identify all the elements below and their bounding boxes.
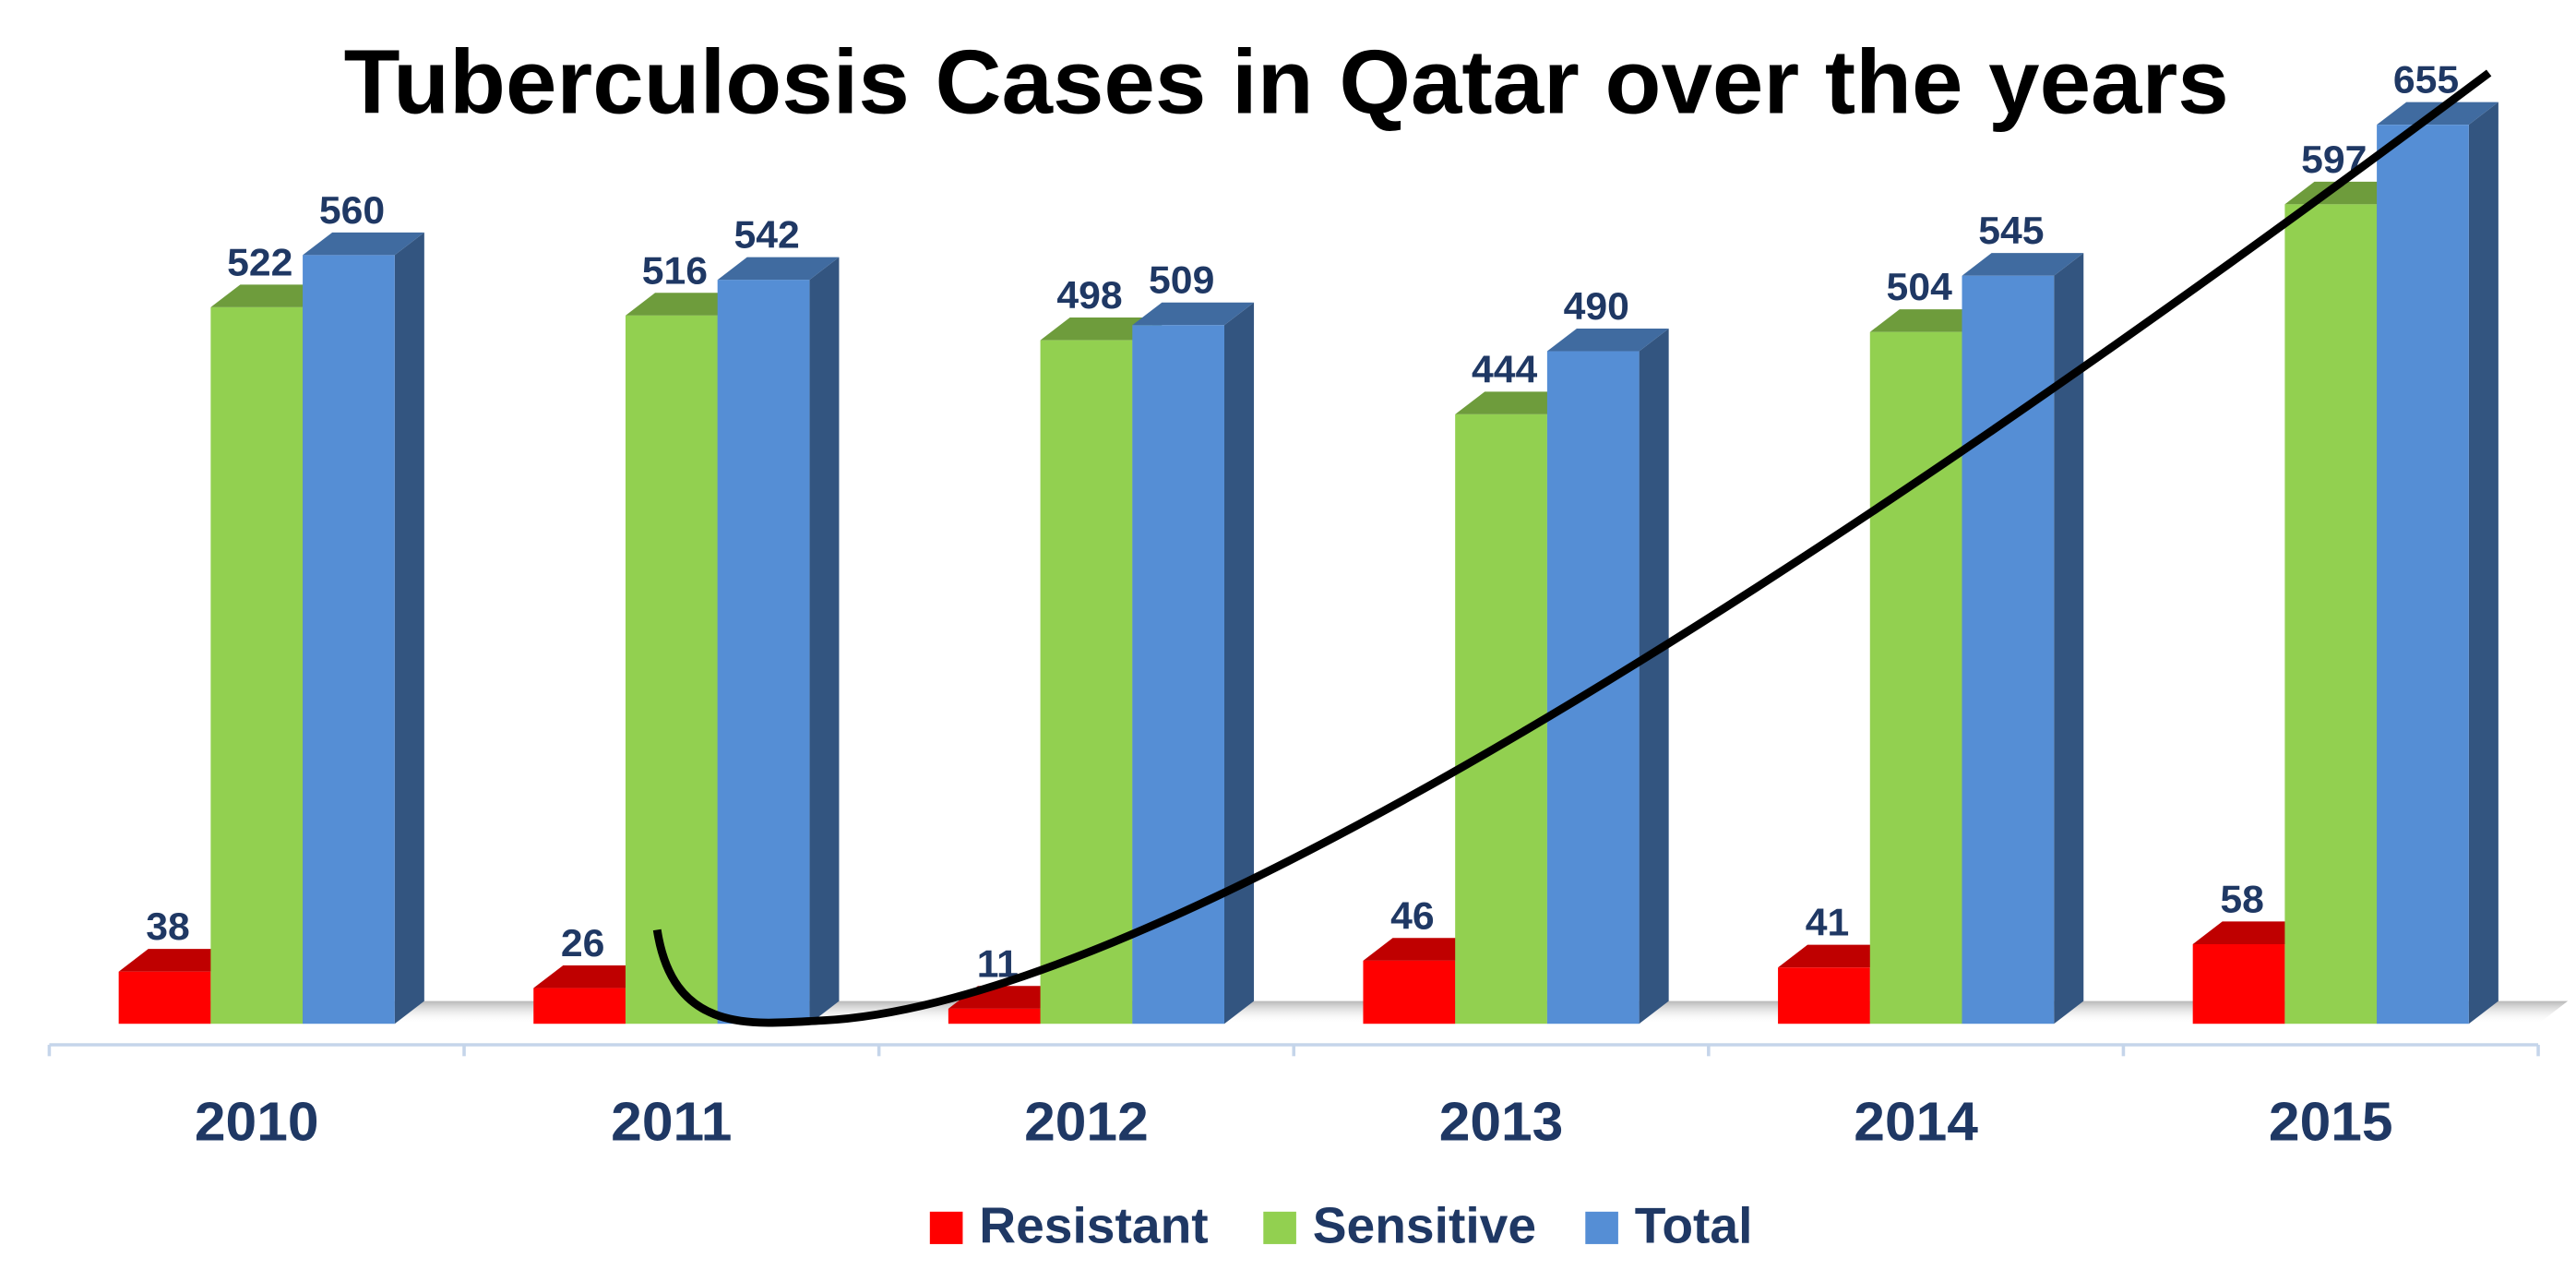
bar: [303, 232, 424, 1024]
bar-front: [717, 280, 810, 1024]
x-tick-label: 2011: [611, 1091, 732, 1153]
bar-front: [1132, 325, 1225, 1024]
data-label: 545: [1978, 209, 2044, 252]
bar-side: [1639, 328, 1669, 1024]
legend-label: Resistant: [979, 1197, 1208, 1254]
bar-front: [1455, 413, 1547, 1024]
bar-front: [118, 971, 211, 1024]
x-tick-label: 2014: [1854, 1091, 1978, 1153]
bar-front: [2192, 943, 2285, 1024]
bar-front: [533, 988, 626, 1024]
bar-top: [210, 284, 333, 307]
bar-front: [303, 255, 395, 1024]
bar-top: [303, 232, 424, 256]
legend-swatch: [1585, 1211, 1618, 1244]
legend-swatch: [929, 1211, 963, 1244]
bar-top: [625, 293, 747, 316]
x-tick-label: 2010: [195, 1091, 319, 1153]
data-label: 38: [146, 905, 190, 948]
bar-top: [1363, 938, 1485, 961]
bar: [2377, 102, 2498, 1024]
bar-top: [2192, 921, 2315, 944]
bar-top: [1869, 309, 1992, 332]
bar-front: [2284, 204, 2378, 1024]
legend-swatch: [1263, 1211, 1296, 1244]
bar-side: [1224, 302, 1255, 1024]
bar: [717, 257, 840, 1024]
data-label: 46: [1390, 894, 1435, 938]
trend-curve: [652, 69, 2492, 1027]
bar-top: [1455, 391, 1577, 414]
bar-top: [1546, 328, 1669, 352]
bar-top: [1778, 944, 1900, 968]
bar-top: [533, 964, 656, 988]
bar-top: [118, 949, 241, 972]
bar-top: [1040, 318, 1163, 341]
bar-front: [1962, 275, 2055, 1024]
chart-title: Tuberculosis Cases in Qatar over the yea…: [344, 30, 2229, 132]
bar-front: [2377, 125, 2469, 1024]
data-label: 542: [733, 213, 799, 257]
data-label: 490: [1564, 284, 1629, 328]
data-label: 41: [1806, 901, 1850, 944]
bar-front: [948, 1008, 1041, 1024]
data-label: 58: [2220, 878, 2264, 921]
bar-side: [394, 232, 424, 1024]
bar-front: [1778, 967, 1870, 1024]
x-tick-label: 2013: [1439, 1091, 1564, 1153]
bar-top: [1962, 253, 2084, 276]
bar-top: [717, 257, 840, 281]
bar: [1546, 328, 1669, 1024]
data-label: 655: [2393, 58, 2459, 102]
data-label: 522: [227, 241, 292, 284]
bar-side: [2468, 102, 2498, 1024]
data-label: 516: [642, 249, 708, 293]
legend-label: Sensitive: [1313, 1197, 1536, 1254]
data-label: 498: [1056, 273, 1122, 317]
data-label: 560: [319, 188, 385, 232]
data-label: 444: [1472, 348, 1538, 391]
legend: Resistant Sensitive Total: [929, 1197, 1753, 1254]
bar: [1132, 302, 1255, 1024]
bar-front: [1869, 331, 1962, 1024]
bar-side: [2054, 253, 2084, 1024]
data-label: 509: [1149, 258, 1214, 302]
bar-front: [210, 306, 304, 1024]
bar-front: [625, 315, 718, 1024]
bar-front: [1040, 340, 1133, 1024]
x-tick-label: 2015: [2269, 1091, 2393, 1153]
bar-front: [1363, 960, 1456, 1024]
legend-label: Total: [1635, 1197, 1753, 1254]
bar-top: [1132, 302, 1255, 326]
data-label: 26: [561, 921, 605, 964]
bar-side: [809, 257, 840, 1024]
x-tick-label: 2012: [1024, 1091, 1149, 1153]
data-label: 504: [1887, 265, 1953, 308]
bar: [1962, 253, 2084, 1024]
